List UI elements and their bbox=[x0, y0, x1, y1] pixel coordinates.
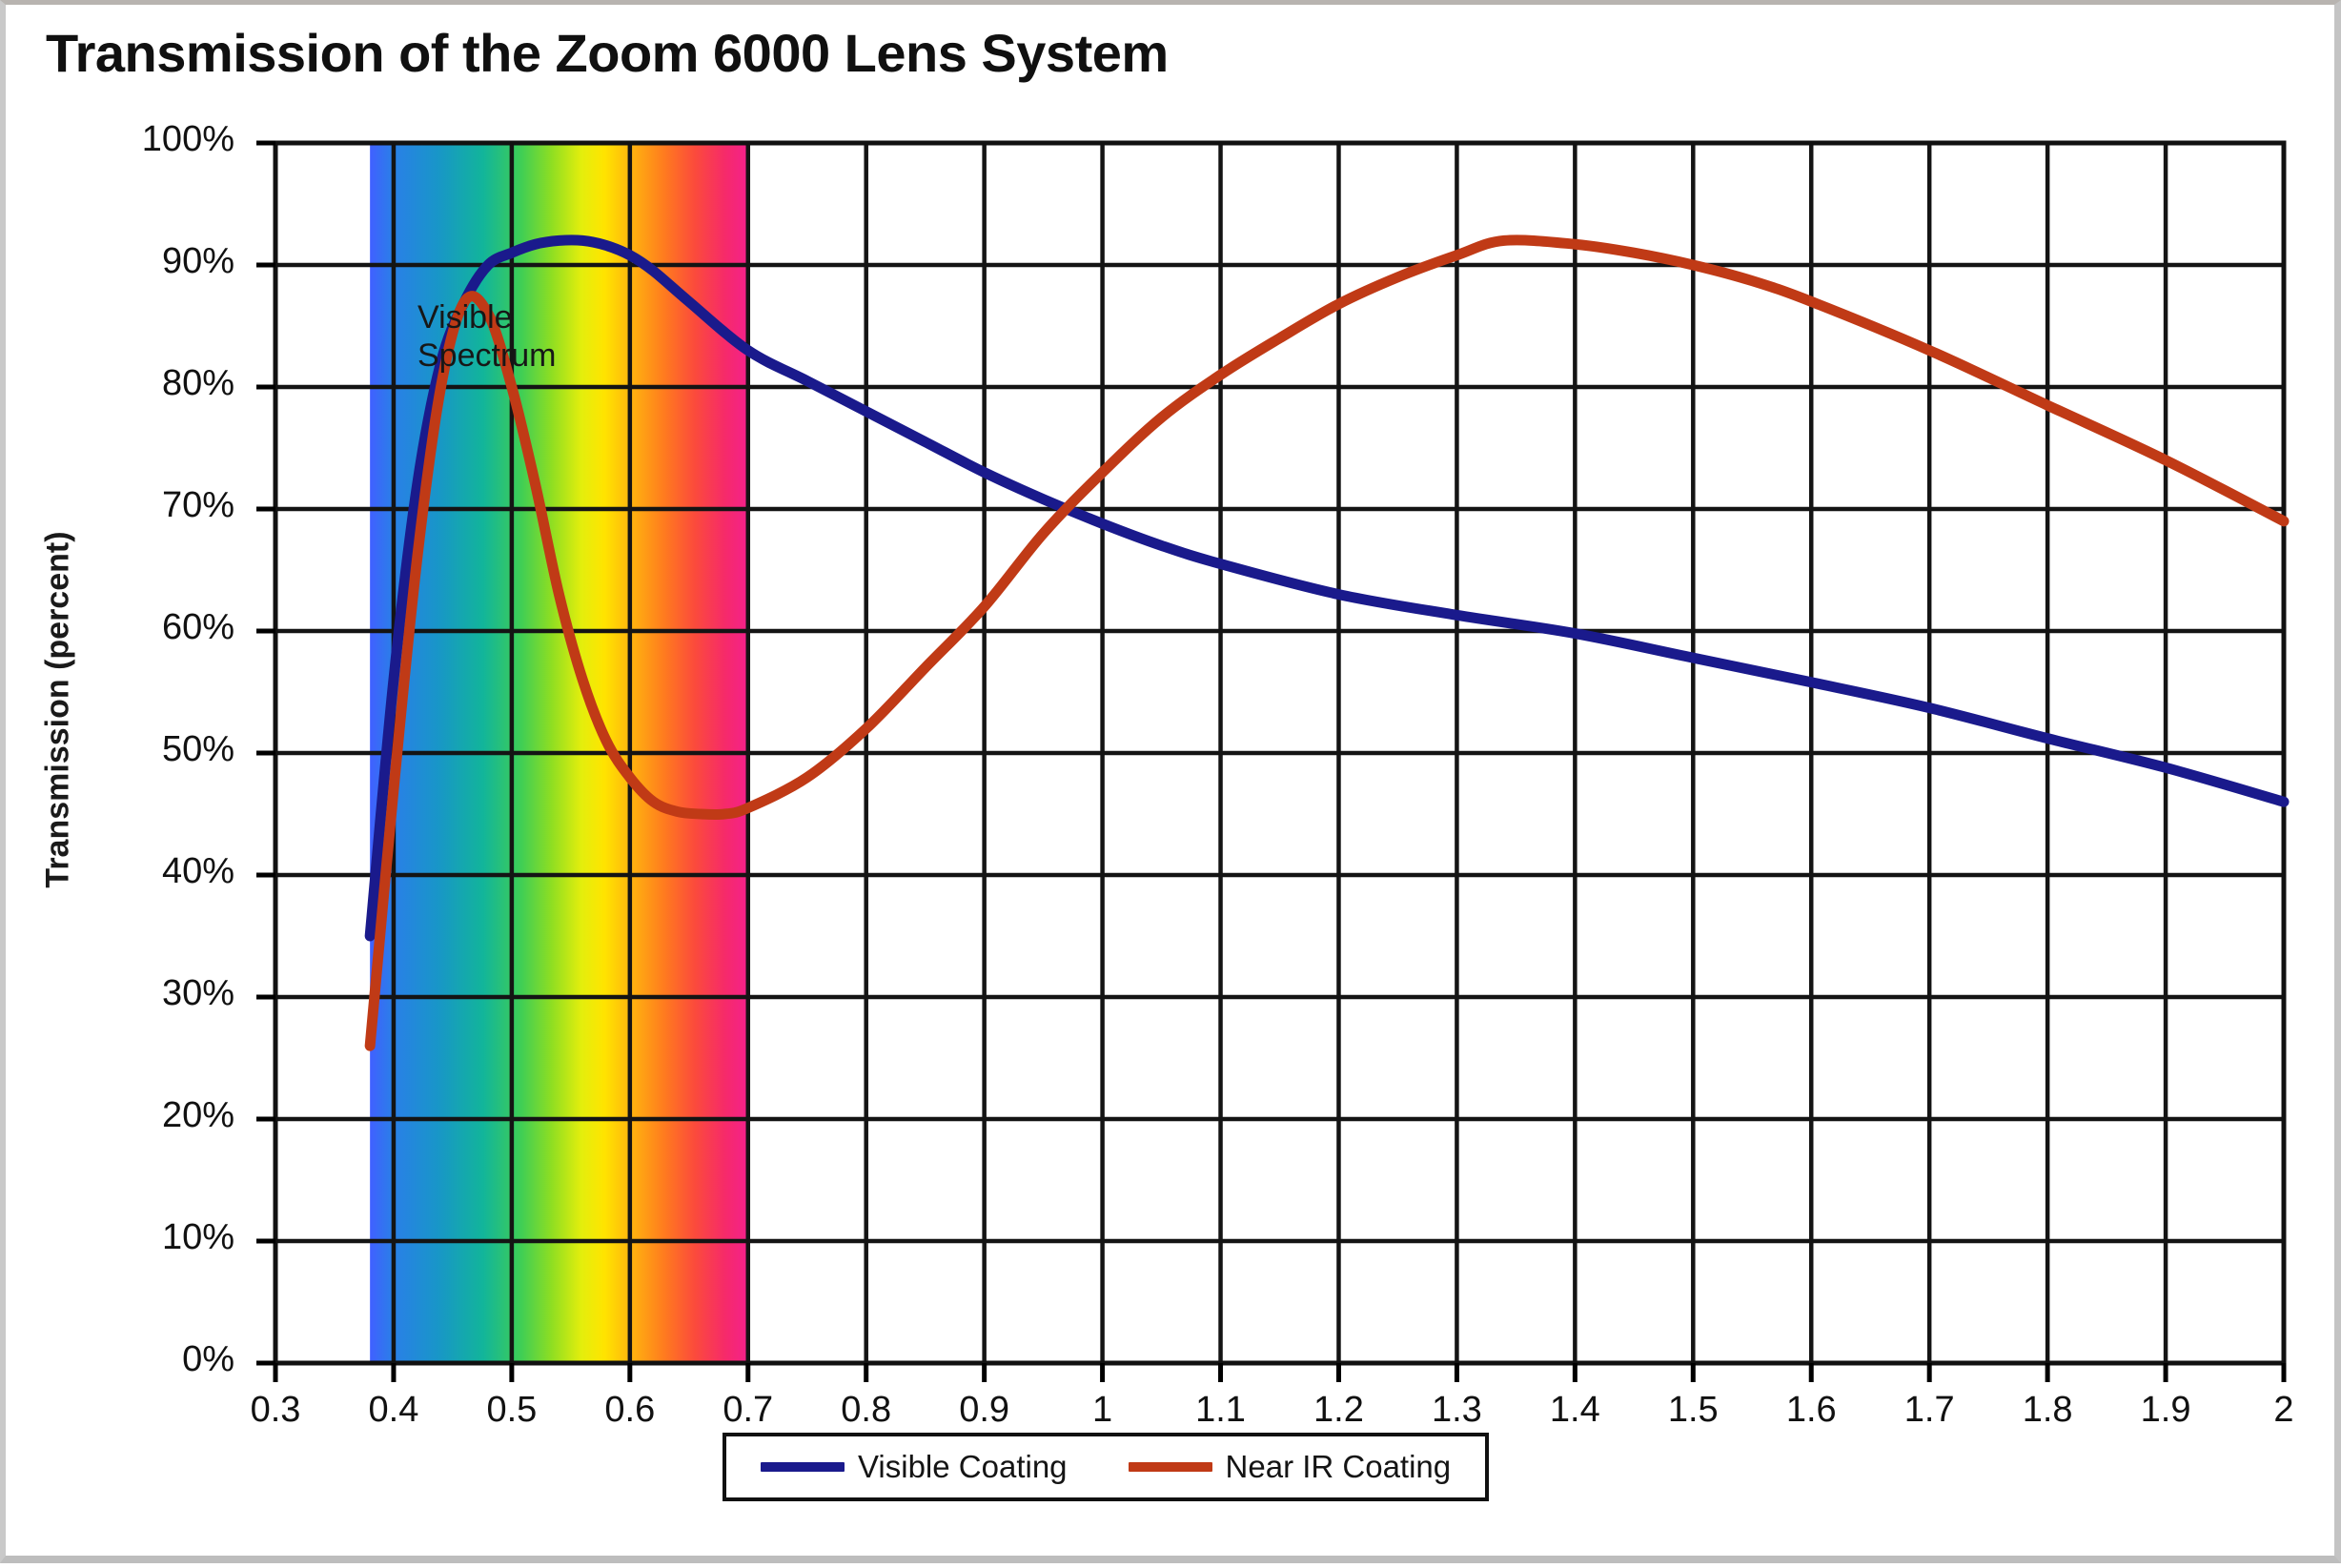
y-tick-label: 60% bbox=[161, 607, 234, 647]
y-tick-label: 50% bbox=[161, 729, 234, 769]
y-tick-label: 70% bbox=[161, 485, 234, 525]
x-tick-label: 0.9 bbox=[959, 1390, 1010, 1430]
x-tick-label: 1.3 bbox=[1431, 1390, 1482, 1430]
legend-color-swatch bbox=[761, 1462, 845, 1472]
x-tick-label: 1.5 bbox=[1667, 1390, 1719, 1430]
y-tick-label: 20% bbox=[161, 1095, 234, 1135]
x-tick-label: 1.6 bbox=[1785, 1390, 1837, 1430]
legend-label: Visible Coating bbox=[858, 1449, 1068, 1484]
x-tick-label: 0.5 bbox=[486, 1390, 538, 1430]
x-tick-label: 0.7 bbox=[723, 1390, 774, 1430]
y-tick-label: 30% bbox=[161, 973, 234, 1013]
y-tick-label: 10% bbox=[161, 1217, 234, 1257]
x-tick-label: 0.8 bbox=[841, 1390, 892, 1430]
legend-entry[interactable]: Near IR Coating bbox=[1128, 1449, 1452, 1485]
x-tick-label: 0.6 bbox=[604, 1390, 656, 1430]
x-tick-label: 1.1 bbox=[1195, 1390, 1246, 1430]
x-tick-label: 1.7 bbox=[1903, 1390, 1955, 1430]
legend-color-swatch bbox=[1128, 1462, 1212, 1472]
y-tick-label: 100% bbox=[141, 119, 234, 159]
plot-canvas bbox=[256, 140, 2290, 1382]
x-tick-label: 0.3 bbox=[250, 1390, 301, 1430]
x-tick-label: 1.8 bbox=[2022, 1390, 2073, 1430]
x-tick-label: 0.4 bbox=[368, 1390, 419, 1430]
x-tick-label: 2 bbox=[2273, 1390, 2294, 1430]
series-lines bbox=[364, 234, 2290, 1051]
chart-legend: Visible Coating Near IR Coating bbox=[723, 1433, 1490, 1501]
tick-marks bbox=[256, 140, 2287, 1382]
y-tick-label: 90% bbox=[161, 241, 234, 281]
x-tick-label: 1 bbox=[1092, 1390, 1113, 1430]
legend-entry[interactable]: Visible Coating bbox=[761, 1449, 1068, 1485]
series-line-near-ir-coating bbox=[364, 234, 2290, 1051]
y-tick-label: 0% bbox=[182, 1339, 234, 1379]
x-tick-label: 1.9 bbox=[2140, 1390, 2191, 1430]
chart-title: Transmission of the Zoom 6000 Lens Syste… bbox=[46, 23, 1169, 83]
legend-label: Near IR Coating bbox=[1225, 1449, 1452, 1484]
y-tick-label: 80% bbox=[161, 363, 234, 403]
y-tick-label: 40% bbox=[161, 851, 234, 891]
x-tick-label: 1.2 bbox=[1313, 1390, 1364, 1430]
x-tick-label: 1.4 bbox=[1549, 1390, 1600, 1430]
